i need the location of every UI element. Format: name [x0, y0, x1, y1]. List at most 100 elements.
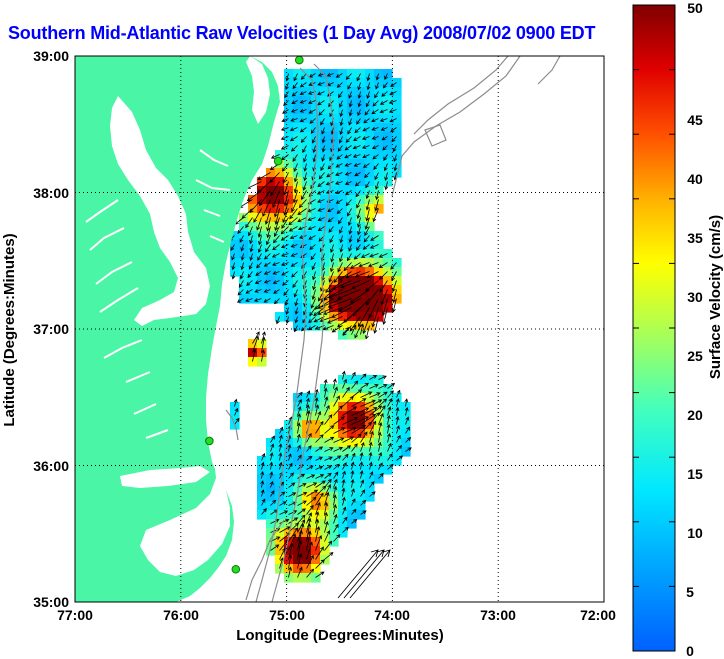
velocity-arrow — [344, 145, 352, 151]
velocity-cell — [392, 123, 402, 133]
velocity-cell — [356, 510, 366, 520]
velocity-cell — [293, 87, 303, 97]
station-markers — [205, 56, 304, 574]
velocity-cell — [311, 429, 321, 439]
velocity-arrow — [379, 280, 388, 293]
velocity-arrow — [297, 523, 305, 542]
velocity-arrow — [356, 199, 361, 209]
velocity-cell — [275, 285, 285, 295]
velocity-cell — [293, 204, 303, 214]
velocity-arrow — [333, 405, 343, 416]
velocity-cell — [365, 276, 375, 286]
velocity-cell — [293, 447, 303, 457]
velocity-cell — [293, 150, 303, 160]
velocity-arrow — [249, 253, 254, 262]
velocity-arrow — [260, 461, 265, 470]
x-axis-label: Longitude (Degrees:Minutes) — [236, 627, 444, 644]
velocity-cell — [365, 456, 375, 466]
bathymetry-contours — [225, 56, 561, 602]
y-tick-label: 38:00 — [33, 185, 69, 201]
velocity-cell — [374, 465, 384, 475]
velocity-cell — [257, 510, 267, 520]
colorbar-tick-label: 40 — [687, 171, 703, 187]
velocity-arrow — [380, 289, 388, 306]
velocity-cell — [347, 123, 357, 133]
velocity-arrow — [356, 217, 361, 228]
velocity-arrow — [358, 262, 370, 268]
velocity-arrow — [348, 226, 353, 235]
velocity-arrow — [315, 420, 324, 434]
velocity-arrow — [390, 82, 397, 88]
velocity-arrow — [396, 425, 400, 434]
velocity-arrow — [248, 262, 253, 270]
velocity-arrow — [369, 430, 374, 443]
velocity-cell — [257, 339, 267, 349]
velocity-cell — [383, 276, 393, 286]
velocity-cell — [365, 141, 375, 151]
velocity-arrow — [348, 91, 353, 99]
velocity-cell — [266, 537, 276, 547]
velocity-arrow — [283, 190, 289, 207]
velocity-arrow — [257, 253, 262, 261]
velocity-arrow — [387, 442, 392, 452]
x-tick-label: 76:00 — [163, 607, 199, 623]
velocity-cell — [275, 222, 285, 232]
velocity-cell — [248, 348, 258, 358]
velocity-arrow — [332, 378, 337, 389]
velocity-cell — [320, 240, 330, 250]
velocity-arrow — [333, 271, 343, 283]
velocity-arrow — [238, 280, 244, 288]
velocity-cell — [383, 78, 393, 88]
velocity-arrow — [335, 199, 343, 204]
velocity-cell — [230, 231, 240, 241]
velocity-arrow — [249, 235, 254, 245]
velocity-arrow — [289, 208, 298, 220]
velocity-cell — [356, 429, 366, 439]
station-duck — [205, 436, 214, 446]
velocity-cell — [347, 519, 357, 529]
velocity-cell — [338, 465, 348, 475]
velocity-arrow — [293, 181, 298, 194]
velocity-arrow — [352, 145, 361, 150]
velocity-cell — [284, 438, 294, 448]
velocity-arrow — [371, 145, 379, 150]
velocity-arrow — [341, 496, 346, 506]
velocity-arrow — [299, 118, 307, 123]
velocity-cell — [392, 429, 402, 439]
velocity-arrow — [354, 127, 361, 134]
velocity-arrow — [351, 371, 356, 380]
velocity-arrow — [263, 298, 271, 303]
velocity-arrow — [315, 404, 320, 416]
colorbar-tick-label: 10 — [687, 525, 703, 541]
velocity-cell — [302, 186, 312, 196]
velocity-arrow — [391, 271, 397, 281]
reference-arrow — [337, 549, 379, 599]
velocity-cell — [347, 141, 357, 151]
velocity-cell — [329, 159, 339, 169]
velocity-cell — [320, 105, 330, 115]
velocity-cell — [266, 276, 276, 286]
velocity-arrow — [396, 389, 401, 398]
velocity-arrow — [333, 534, 341, 542]
velocity-cell — [329, 474, 339, 484]
velocity-arrow — [287, 453, 292, 461]
velocity-arrow — [312, 145, 317, 154]
velocity-cell — [320, 213, 330, 223]
velocity-cell — [311, 87, 321, 97]
velocity-cell — [320, 420, 330, 430]
velocity-arrow — [360, 431, 368, 443]
velocity-cell — [293, 555, 303, 565]
velocity-arrow — [260, 480, 265, 488]
velocity-arrow — [278, 461, 283, 470]
velocity-arrow — [317, 91, 325, 96]
velocity-cell — [365, 123, 375, 133]
velocity-cell — [356, 456, 366, 466]
velocity-arrow — [366, 91, 371, 99]
velocity-cell — [356, 240, 366, 250]
velocity-cell — [338, 141, 348, 151]
velocity-cell — [356, 141, 366, 151]
velocity-cell — [338, 510, 348, 520]
velocity-cell — [365, 303, 375, 313]
velocity-cell — [383, 87, 393, 97]
velocity-cell — [284, 168, 294, 178]
